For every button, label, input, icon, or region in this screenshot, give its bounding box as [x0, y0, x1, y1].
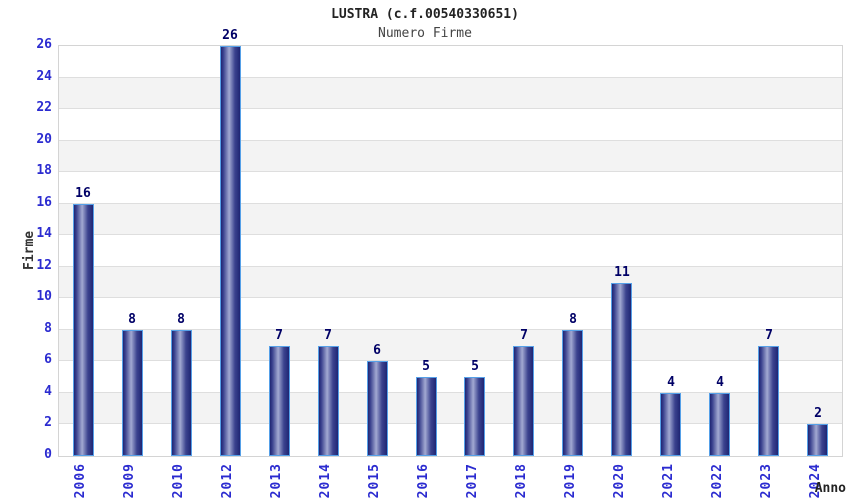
gridline — [59, 360, 842, 362]
bar-2010 — [171, 330, 192, 456]
y-tick-label: 20 — [36, 131, 52, 147]
x-tick-label: 2006 — [73, 463, 88, 499]
bar-value-label: 7 — [324, 328, 332, 343]
y-tick-label: 24 — [36, 68, 52, 84]
x-tick-label: 2023 — [759, 463, 774, 499]
gridline — [59, 234, 842, 236]
plot-area: 16 8 8 26 7 7 6 5 5 7 8 11 4 4 7 2 — [58, 28, 843, 457]
bar-2019 — [562, 330, 583, 456]
bar-value-label: 11 — [614, 265, 630, 280]
y-tick-label: 14 — [36, 226, 52, 242]
x-tick-label: 2009 — [122, 463, 137, 499]
y-tick-label: 16 — [36, 194, 52, 210]
bar-2018 — [513, 346, 534, 456]
gridline — [59, 76, 842, 78]
bar-2012 — [220, 46, 241, 456]
bar-value-label: 7 — [520, 328, 528, 343]
bar-value-label: 6 — [373, 343, 381, 358]
gridline — [59, 171, 842, 173]
bar-2016 — [416, 377, 437, 456]
bar-value-label: 2 — [814, 406, 822, 421]
x-tick-label: 2012 — [220, 463, 235, 499]
grid-band — [59, 77, 842, 110]
bar-2023 — [758, 346, 779, 456]
bar-2024 — [807, 424, 828, 456]
y-tick-label: 12 — [36, 257, 52, 273]
bar-value-label: 5 — [422, 359, 430, 374]
y-tick-label: 22 — [36, 100, 52, 116]
bar-value-label: 8 — [177, 312, 185, 327]
grid-band — [59, 266, 842, 299]
bar-2013 — [269, 346, 290, 456]
x-axis-label: Anno — [814, 481, 846, 496]
chart-subtitle: Numero Firme — [378, 26, 472, 41]
y-tick-label: 26 — [36, 37, 52, 52]
grid-band — [59, 140, 842, 173]
chart-title: LUSTRA (c.f.00540330651) — [331, 7, 519, 22]
grid-band — [59, 235, 842, 267]
x-tick-label: 2016 — [416, 463, 431, 499]
x-tick-label: 2017 — [465, 463, 480, 499]
bar-2017 — [464, 377, 485, 456]
x-tick-label: 2018 — [514, 463, 529, 499]
gridline — [59, 108, 842, 110]
bar-2014 — [318, 346, 339, 456]
y-axis-label: Firme — [22, 230, 37, 270]
gridline — [59, 391, 842, 393]
x-tick-label: 2013 — [269, 463, 284, 499]
x-tick-label: 2020 — [612, 463, 627, 499]
grid-band — [59, 203, 842, 236]
x-tick-label: 2010 — [171, 463, 186, 499]
gridline — [59, 297, 842, 299]
bar-value-label: 16 — [75, 186, 91, 201]
bar-2006 — [73, 204, 94, 456]
bar-value-label: 7 — [275, 328, 283, 343]
bar-2020 — [611, 283, 632, 456]
gridline — [59, 328, 842, 330]
bar-value-label: 4 — [716, 375, 724, 390]
bar-value-label: 8 — [569, 312, 577, 327]
grid-band — [59, 172, 842, 204]
y-tick-label: 2 — [44, 415, 52, 431]
grid-band — [59, 298, 842, 330]
gridline — [59, 423, 842, 425]
y-tick-label: 18 — [36, 163, 52, 179]
x-tick-label: 2019 — [563, 463, 578, 499]
grid-band — [59, 46, 842, 78]
bar-2009 — [122, 330, 143, 456]
bar-value-label: 5 — [471, 359, 479, 374]
bar-2021 — [660, 393, 681, 456]
gridline — [59, 265, 842, 267]
bar-2015 — [367, 361, 388, 456]
y-tick-label: 4 — [44, 383, 52, 399]
y-tick-label: 8 — [44, 320, 52, 336]
x-tick-label: 2014 — [318, 463, 333, 499]
grid-band — [59, 109, 842, 141]
x-tick-label: 2021 — [661, 463, 676, 499]
bar-value-label: 8 — [128, 312, 136, 327]
y-tick-label: 10 — [36, 289, 52, 305]
x-tick-label: 2022 — [710, 463, 725, 499]
y-tick-label: 6 — [44, 352, 52, 368]
gridline — [59, 202, 842, 204]
y-tick-label: 0 — [44, 447, 52, 462]
bar-value-label: 26 — [222, 28, 238, 43]
gridline — [59, 139, 842, 141]
bar-value-label: 4 — [667, 375, 675, 390]
bar-value-label: 7 — [765, 328, 773, 343]
x-tick-label: 2015 — [367, 463, 382, 499]
bar-2022 — [709, 393, 730, 456]
